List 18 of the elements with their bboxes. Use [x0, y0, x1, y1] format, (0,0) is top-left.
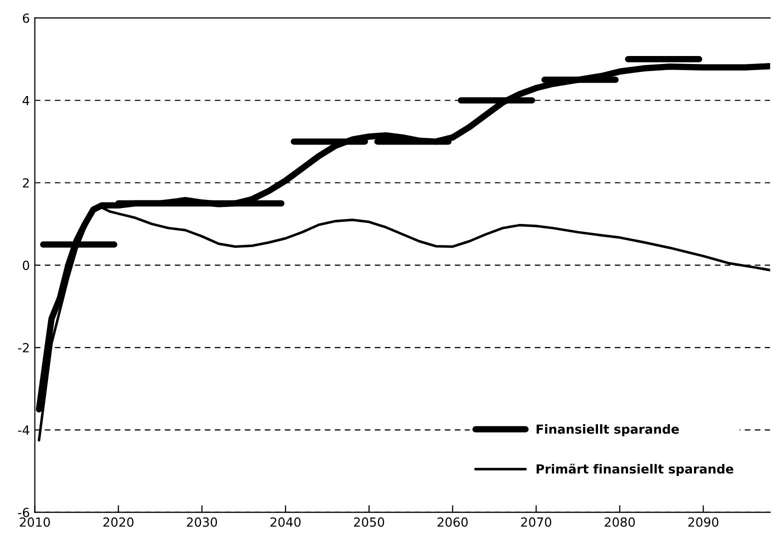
- x-tick-label: 2080: [604, 517, 635, 527]
- y-tick-label: -6: [18, 508, 30, 518]
- x-tick-label: 2030: [186, 517, 218, 527]
- legend-label: Primärt finansiellt sparande: [536, 464, 734, 476]
- legend-label: Finansiellt sparande: [536, 424, 679, 436]
- x-tick-label: 2010: [20, 517, 50, 527]
- y-tick-label: 6: [22, 13, 30, 23]
- x-tick-label: 2060: [438, 517, 468, 527]
- y-tick-label: -4: [18, 426, 30, 435]
- y-tick-label: 0: [22, 260, 30, 270]
- y-tick-label: 2: [22, 178, 29, 188]
- x-tick-label: 2020: [103, 517, 134, 527]
- x-tick-label: 2050: [354, 517, 384, 527]
- x-tick-label: 2090: [688, 517, 718, 527]
- x-tick-label: 2070: [521, 517, 552, 527]
- y-tick-label: 4: [22, 96, 30, 106]
- x-tick-label: 2040: [270, 517, 301, 527]
- y-tick-label: -2: [18, 343, 29, 352]
